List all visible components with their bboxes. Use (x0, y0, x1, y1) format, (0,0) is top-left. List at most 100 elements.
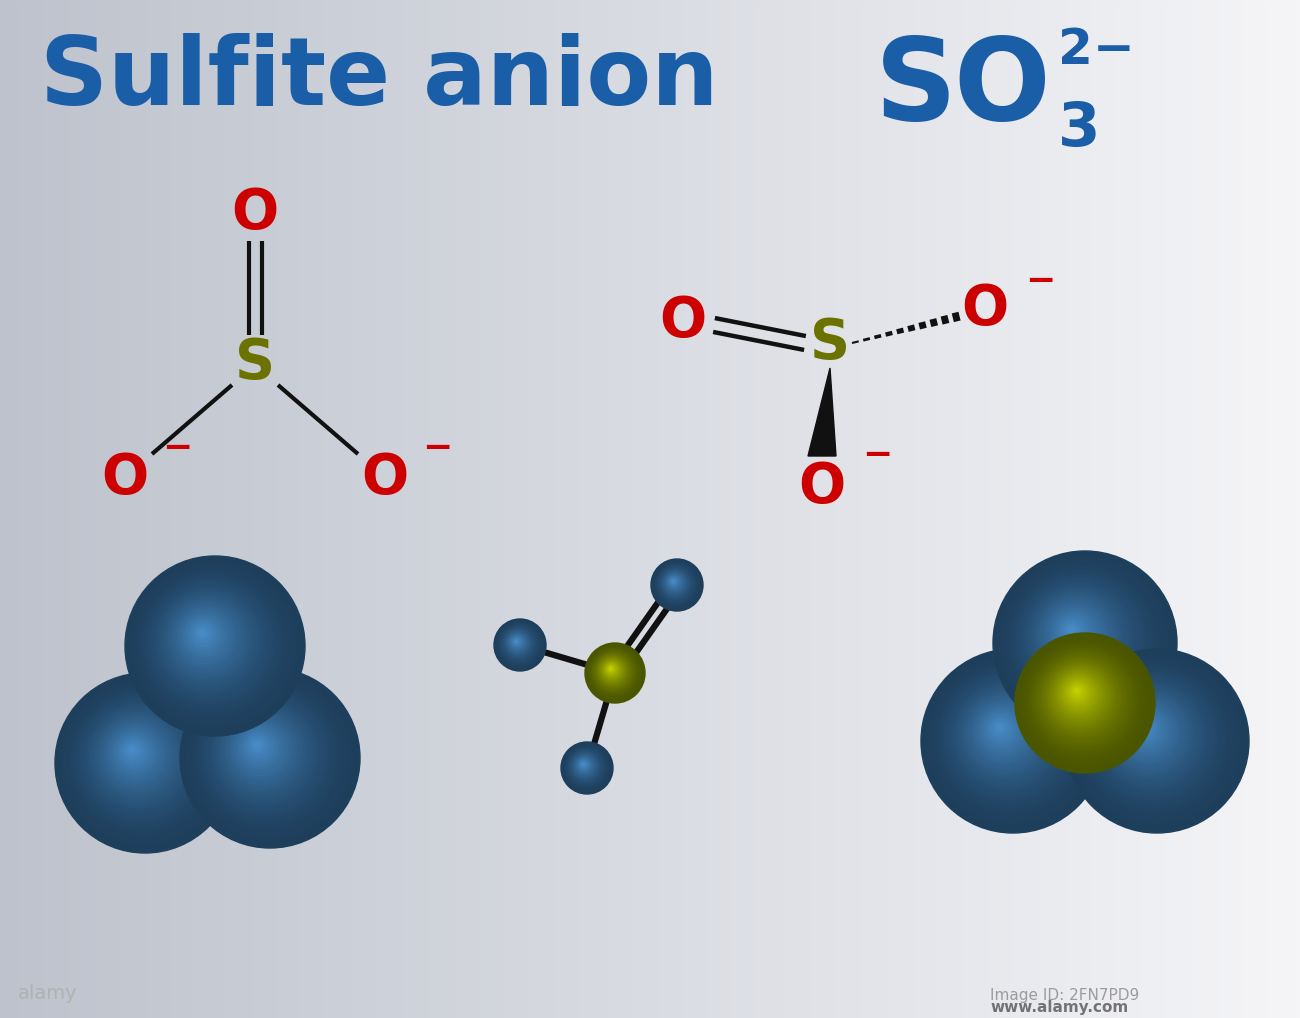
Circle shape (172, 697, 194, 720)
Circle shape (495, 620, 545, 670)
Circle shape (1026, 642, 1141, 759)
Bar (637, 0, 642, 1018)
Bar (212, 0, 217, 1018)
Bar (1296, 0, 1300, 1018)
Circle shape (581, 762, 585, 767)
Circle shape (91, 709, 187, 804)
Circle shape (1093, 678, 1210, 794)
Circle shape (70, 688, 214, 833)
Bar (914, 0, 919, 1018)
Circle shape (562, 743, 612, 793)
Bar (308, 0, 313, 1018)
Circle shape (497, 622, 542, 667)
Bar (48, 0, 53, 1018)
Bar (1287, 0, 1292, 1018)
Bar (429, 0, 434, 1018)
Circle shape (1065, 649, 1249, 833)
Circle shape (186, 617, 222, 654)
Bar (394, 0, 399, 1018)
Bar (1109, 0, 1114, 1018)
Bar (156, 0, 161, 1018)
Bar (529, 0, 534, 1018)
Circle shape (169, 695, 196, 723)
Circle shape (571, 752, 599, 780)
Circle shape (931, 660, 1091, 818)
Circle shape (594, 653, 632, 690)
Circle shape (571, 751, 601, 781)
Circle shape (928, 657, 1095, 823)
Bar (698, 0, 703, 1018)
Circle shape (499, 624, 540, 664)
Bar (893, 0, 898, 1018)
Circle shape (651, 560, 702, 610)
Bar (130, 0, 135, 1018)
Circle shape (602, 660, 621, 680)
Circle shape (1037, 596, 1117, 675)
Bar (377, 0, 382, 1018)
Circle shape (994, 722, 1006, 734)
Circle shape (610, 668, 612, 670)
Circle shape (237, 724, 285, 772)
Bar (1144, 0, 1149, 1018)
Circle shape (1058, 616, 1089, 646)
Bar (1218, 0, 1223, 1018)
Circle shape (569, 751, 601, 782)
Circle shape (666, 574, 682, 591)
Bar (139, 0, 144, 1018)
Circle shape (1017, 574, 1145, 703)
Circle shape (667, 574, 682, 590)
Circle shape (497, 621, 543, 668)
Bar (1105, 0, 1110, 1018)
Circle shape (592, 648, 637, 695)
Circle shape (116, 734, 152, 771)
Circle shape (151, 581, 270, 701)
Circle shape (174, 700, 188, 715)
Circle shape (515, 639, 519, 643)
Circle shape (567, 747, 606, 787)
Circle shape (1034, 651, 1131, 748)
Bar (1027, 0, 1032, 1018)
Bar (936, 0, 941, 1018)
Bar (507, 0, 512, 1018)
Bar (511, 0, 516, 1018)
Bar (711, 0, 716, 1018)
Circle shape (1067, 652, 1245, 830)
Bar (1179, 0, 1184, 1018)
Circle shape (248, 737, 266, 755)
Circle shape (971, 698, 1037, 766)
Bar (481, 0, 486, 1018)
Circle shape (213, 701, 315, 803)
Circle shape (166, 692, 200, 726)
Circle shape (961, 688, 1052, 780)
Bar (234, 0, 239, 1018)
Circle shape (60, 678, 228, 846)
Bar (347, 0, 352, 1018)
Bar (1248, 0, 1253, 1018)
Bar (849, 0, 854, 1018)
Circle shape (164, 595, 254, 684)
Bar (1187, 0, 1192, 1018)
Circle shape (593, 651, 634, 692)
Circle shape (1122, 706, 1171, 755)
Circle shape (170, 602, 243, 674)
Circle shape (101, 719, 173, 791)
Text: O: O (659, 294, 707, 348)
Bar (975, 0, 980, 1018)
Bar (1148, 0, 1153, 1018)
Bar (1040, 0, 1045, 1018)
Circle shape (246, 734, 270, 758)
Circle shape (575, 756, 594, 775)
Circle shape (992, 720, 1010, 738)
Bar (1261, 0, 1266, 1018)
Circle shape (984, 712, 1020, 748)
Bar (191, 0, 196, 1018)
Circle shape (606, 664, 618, 675)
Bar (1209, 0, 1214, 1018)
Circle shape (152, 678, 220, 745)
Bar (1278, 0, 1283, 1018)
Bar (897, 0, 902, 1018)
Bar (1153, 0, 1158, 1018)
Circle shape (1043, 601, 1110, 668)
Circle shape (564, 745, 608, 790)
Circle shape (161, 591, 256, 688)
